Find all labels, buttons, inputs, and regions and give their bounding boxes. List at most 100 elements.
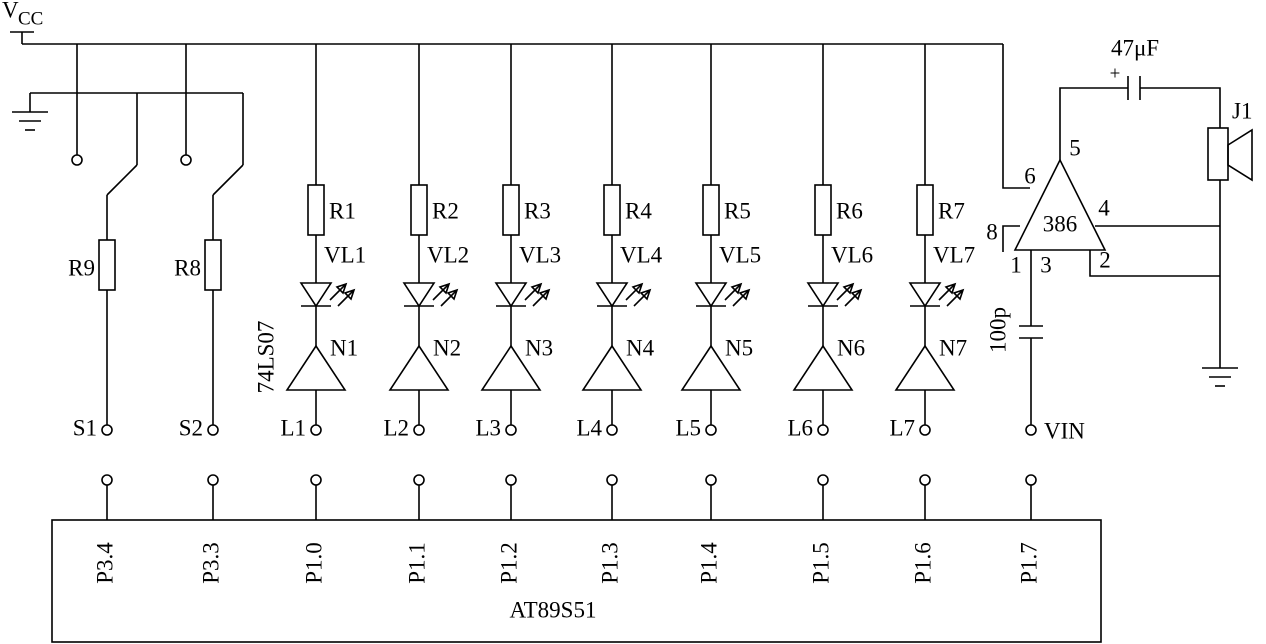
label: V xyxy=(2,0,19,22)
label: N7 xyxy=(939,335,967,360)
label: R8 xyxy=(174,255,201,280)
resistor xyxy=(603,184,621,236)
wire xyxy=(212,164,244,196)
label: 1 xyxy=(1010,252,1022,277)
speaker xyxy=(1207,127,1229,181)
speaker xyxy=(1227,128,1253,182)
terminal xyxy=(207,474,219,486)
label: R3 xyxy=(524,198,551,223)
label: J1 xyxy=(1232,98,1252,123)
resistor xyxy=(410,184,428,236)
led-arrow xyxy=(532,289,550,307)
label: L6 xyxy=(787,415,813,440)
label: VL5 xyxy=(719,242,761,267)
led xyxy=(402,282,436,308)
terminal xyxy=(310,424,322,436)
wire xyxy=(1089,250,1220,277)
label: R1 xyxy=(329,198,356,223)
label: P1.5 xyxy=(808,542,833,584)
label: VL3 xyxy=(519,242,561,267)
terminal xyxy=(606,474,618,486)
led-arrow xyxy=(844,289,862,307)
resistor xyxy=(204,239,222,291)
led-arrow xyxy=(631,282,644,295)
label: P3.4 xyxy=(92,542,117,584)
label: N3 xyxy=(525,335,553,360)
led-arrow xyxy=(850,288,863,301)
label: 2 xyxy=(1099,247,1111,272)
label: L7 xyxy=(889,415,915,440)
label: P1.1 xyxy=(404,542,429,584)
led-arrow xyxy=(524,283,542,301)
mcu xyxy=(51,519,1102,643)
terminal xyxy=(505,474,517,486)
label: N4 xyxy=(626,335,655,360)
led xyxy=(806,282,840,308)
led-arrow xyxy=(944,282,957,295)
label: AT89S51 xyxy=(510,597,597,622)
led xyxy=(299,282,333,308)
label: S1 xyxy=(73,415,97,440)
label: R6 xyxy=(836,198,863,223)
led-arrow xyxy=(337,289,355,307)
label: R7 xyxy=(938,198,965,223)
label: 5 xyxy=(1069,135,1081,160)
resistor xyxy=(98,239,116,291)
resistor xyxy=(307,184,325,236)
wire xyxy=(1059,87,1128,160)
label: 47μF xyxy=(1111,35,1159,60)
resistor xyxy=(814,184,832,236)
label: P1.2 xyxy=(496,542,521,584)
terminal xyxy=(101,424,113,436)
label: VL1 xyxy=(324,242,366,267)
led-arrow xyxy=(625,283,643,301)
label: + xyxy=(1110,63,1121,84)
label: P1.4 xyxy=(696,542,721,584)
label: VL2 xyxy=(427,242,469,267)
led-arrow xyxy=(440,289,458,307)
label: N6 xyxy=(837,335,865,360)
led-arrow xyxy=(530,282,543,295)
terminal xyxy=(1025,424,1037,436)
label: 386 xyxy=(1043,211,1078,236)
label: R2 xyxy=(432,198,459,223)
label: N1 xyxy=(330,335,358,360)
led-arrow xyxy=(724,283,742,301)
label: VL6 xyxy=(831,242,873,267)
label: 74LS07 xyxy=(253,321,278,394)
label: P3.3 xyxy=(198,542,223,584)
led-arrow xyxy=(538,288,551,301)
wire xyxy=(1002,44,1030,189)
label: L5 xyxy=(675,415,701,440)
wire xyxy=(106,164,138,196)
label: P1.7 xyxy=(1016,542,1041,584)
terminal xyxy=(310,474,322,486)
terminal xyxy=(705,474,717,486)
terminal xyxy=(817,424,829,436)
led-arrow xyxy=(335,282,348,295)
terminal xyxy=(71,154,83,166)
led xyxy=(595,282,629,308)
led-arrow xyxy=(842,282,855,295)
amplifier xyxy=(1013,158,1107,251)
terminal xyxy=(919,424,931,436)
resistor xyxy=(702,184,720,236)
led-arrow xyxy=(438,282,451,295)
resistor xyxy=(916,184,934,236)
led-arrow xyxy=(732,289,750,307)
label: N5 xyxy=(725,335,753,360)
resistor xyxy=(502,184,520,236)
led-arrow xyxy=(343,288,356,301)
led-arrow xyxy=(738,288,751,301)
label: R4 xyxy=(625,198,652,223)
label: S2 xyxy=(179,415,203,440)
led-arrow xyxy=(329,283,347,301)
label: VIN xyxy=(1044,418,1085,443)
led-arrow xyxy=(633,289,651,307)
label: N2 xyxy=(433,335,461,360)
led-arrow xyxy=(952,288,965,301)
terminal xyxy=(413,424,425,436)
label: 3 xyxy=(1040,252,1052,277)
label: P1.0 xyxy=(301,542,326,584)
terminal xyxy=(207,424,219,436)
